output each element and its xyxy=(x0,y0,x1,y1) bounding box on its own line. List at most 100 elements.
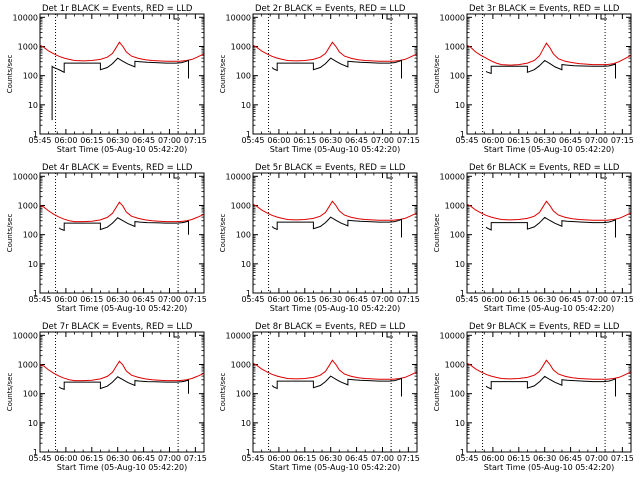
y-tick-label: 10 xyxy=(455,419,465,428)
x-tick-label: 06:30 xyxy=(106,295,129,304)
lld-rate-line xyxy=(39,360,205,382)
y-tick-label: 1000 xyxy=(18,360,38,369)
panel-det-4: Det 4r BLACK = Events, RED = LLD 1 10 100 10… xyxy=(6,163,207,313)
x-tick-label: 05:45 xyxy=(28,295,51,304)
y-tick-label: 100 xyxy=(236,72,251,81)
corner-marker xyxy=(173,173,180,179)
x-tick-label: 06:15 xyxy=(80,136,103,145)
corner-marker xyxy=(173,14,180,20)
plot-frame xyxy=(252,13,418,135)
panel-title: Det 5r BLACK = Events, RED = LLD xyxy=(255,163,406,173)
y-tick-label: 10000 xyxy=(226,172,251,181)
y-tick-label: 1000 xyxy=(231,201,251,210)
panel-det-9: Det 9r BLACK = Events, RED = LLD 1 10 100 10… xyxy=(433,322,634,472)
corner-marker xyxy=(600,173,607,179)
y-tick-label: 100 xyxy=(236,390,251,399)
x-tick-label: 06:00 xyxy=(54,295,77,304)
x-tick-label: 05:45 xyxy=(241,136,264,145)
lld-rate-line xyxy=(466,42,632,66)
x-tick-label: 06:30 xyxy=(319,295,342,304)
y-tick-label: 10000 xyxy=(226,331,251,340)
x-tick-label: 07:00 xyxy=(585,295,608,304)
panel-title: Det 3r BLACK = Events, RED = LLD xyxy=(469,4,620,14)
x-tick-label: 06:45 xyxy=(559,454,582,463)
x-tick-label: 06:15 xyxy=(293,454,316,463)
y-tick-label: 10 xyxy=(455,260,465,269)
y-tick-label: 10000 xyxy=(440,13,465,22)
y-tick-label: 100 xyxy=(23,231,38,240)
y-tick-label: 1 xyxy=(460,448,465,457)
y-tick-label: 1 xyxy=(33,130,38,139)
x-axis-label: Start Time (05-Aug-10 05:42:20) xyxy=(270,304,401,313)
x-tick-label: 07:00 xyxy=(158,136,181,145)
panel-det-5: Det 5r BLACK = Events, RED = LLD 1 10 100 10… xyxy=(219,163,420,313)
panel-title: Det 7r BLACK = Events, RED = LLD xyxy=(42,322,193,332)
x-tick-label: 06:30 xyxy=(533,454,556,463)
y-tick-label: 1000 xyxy=(445,201,465,210)
x-tick-label: 06:00 xyxy=(267,136,290,145)
x-tick-label: 06:45 xyxy=(132,454,155,463)
x-tick-label: 05:45 xyxy=(455,136,478,145)
panel-det-8: Det 8r BLACK = Events, RED = LLD 1 10 100 10… xyxy=(219,322,420,472)
y-tick-label: 10000 xyxy=(440,172,465,181)
panel-det-6: Det 6r BLACK = Events, RED = LLD 1 10 100 10… xyxy=(433,163,634,313)
y-tick-label: 10000 xyxy=(13,13,38,22)
panel-title: Det 8r BLACK = Events, RED = LLD xyxy=(255,322,406,332)
plot-frame xyxy=(39,13,205,135)
x-tick-label: 05:45 xyxy=(28,136,51,145)
y-tick-label: 10 xyxy=(28,419,38,428)
x-axis-label: Start Time (05-Aug-10 05:42:20) xyxy=(270,145,401,154)
panel-title: Det 6r BLACK = Events, RED = LLD xyxy=(469,163,620,173)
x-tick-label: 06:15 xyxy=(80,454,103,463)
y-tick-label: 1000 xyxy=(445,42,465,51)
corner-marker xyxy=(386,173,393,179)
x-tick-label: 07:15 xyxy=(611,136,634,145)
y-tick-label: 100 xyxy=(450,231,465,240)
x-tick-label: 05:45 xyxy=(28,454,51,463)
x-tick-label: 07:15 xyxy=(397,136,420,145)
x-tick-label: 07:15 xyxy=(184,454,207,463)
x-tick-label: 06:00 xyxy=(267,295,290,304)
events-rate-line xyxy=(485,59,616,79)
y-tick-label: 1 xyxy=(246,289,251,298)
x-tick-label: 07:15 xyxy=(611,295,634,304)
y-tick-label: 1000 xyxy=(231,360,251,369)
x-tick-label: 07:00 xyxy=(585,136,608,145)
x-tick-label: 07:15 xyxy=(184,136,207,145)
x-axis-label: Start Time (05-Aug-10 05:42:20) xyxy=(57,304,188,313)
x-tick-label: 06:45 xyxy=(345,136,368,145)
lld-rate-line xyxy=(252,359,418,380)
lld-rate-line xyxy=(252,200,418,221)
plot-frame xyxy=(39,331,205,453)
x-tick-label: 07:00 xyxy=(158,295,181,304)
x-tick-label: 06:30 xyxy=(533,136,556,145)
panel-det-7: Det 7r BLACK = Events, RED = LLD 1 10 100 10… xyxy=(6,322,207,472)
panel-title: Det 9r BLACK = Events, RED = LLD xyxy=(469,322,620,332)
events-rate-line xyxy=(485,375,616,397)
y-tick-label: 10 xyxy=(241,419,251,428)
panel-det-1: Det 1r BLACK = Events, RED = LLD 1 10 100 10… xyxy=(6,4,207,154)
x-axis-label: Start Time (05-Aug-10 05:42:20) xyxy=(57,463,188,472)
x-tick-label: 05:45 xyxy=(241,454,264,463)
x-tick-label: 06:00 xyxy=(481,454,504,463)
y-tick-label: 1 xyxy=(460,130,465,139)
y-axis-label: Counts/sec xyxy=(219,55,227,94)
panel-title: Det 2r BLACK = Events, RED = LLD xyxy=(255,4,406,14)
panel-det-3: Det 3r BLACK = Events, RED = LLD 1 10 100 10… xyxy=(433,4,634,154)
y-tick-label: 10000 xyxy=(226,13,251,22)
y-axis-label: Counts/sec xyxy=(219,214,227,253)
x-tick-label: 06:00 xyxy=(54,454,77,463)
y-tick-label: 100 xyxy=(23,72,38,81)
x-tick-label: 06:00 xyxy=(54,136,77,145)
lld-rate-line xyxy=(466,359,632,380)
y-tick-label: 1 xyxy=(33,289,38,298)
x-axis-label: Start Time (05-Aug-10 05:42:20) xyxy=(484,145,615,154)
events-rate-line xyxy=(51,57,189,121)
x-tick-label: 06:30 xyxy=(319,454,342,463)
x-tick-label: 07:15 xyxy=(397,295,420,304)
x-tick-label: 06:15 xyxy=(507,136,530,145)
y-axis-label: Counts/sec xyxy=(433,373,441,412)
y-tick-label: 10 xyxy=(241,260,251,269)
plot-frame xyxy=(39,172,205,294)
